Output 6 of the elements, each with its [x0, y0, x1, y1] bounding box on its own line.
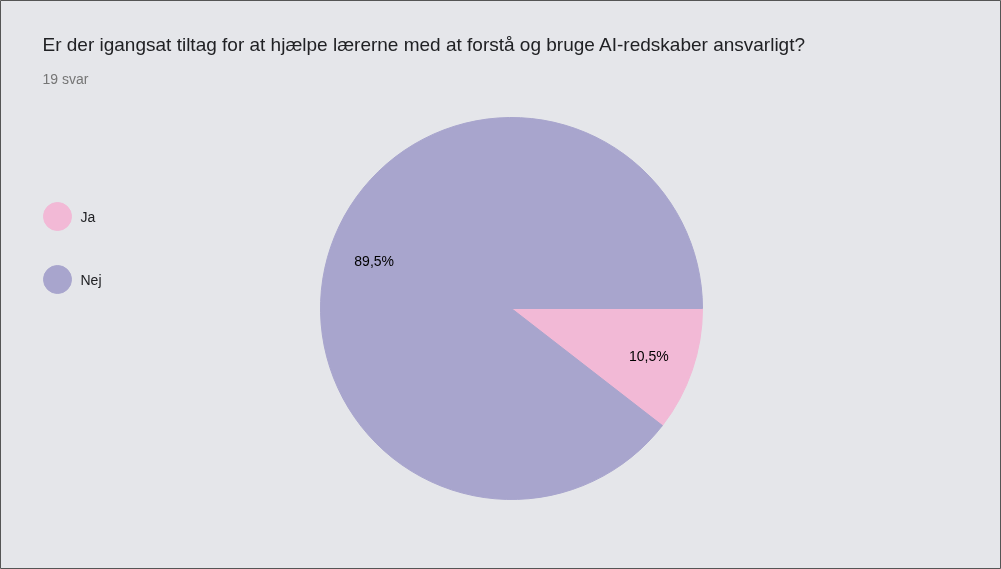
chart-subtitle: 19 svar	[42, 70, 89, 87]
legend-label: Nej	[80, 271, 102, 288]
data-label: 89,5%	[354, 253, 395, 270]
data-label: 10,5%	[628, 347, 669, 364]
chart-title: Er der igangsat tiltag for at hjælpe lærerne med at forstå og bruge AI-redskaber ansvarligt?	[42, 34, 806, 55]
legend-label: Ja	[80, 208, 96, 225]
